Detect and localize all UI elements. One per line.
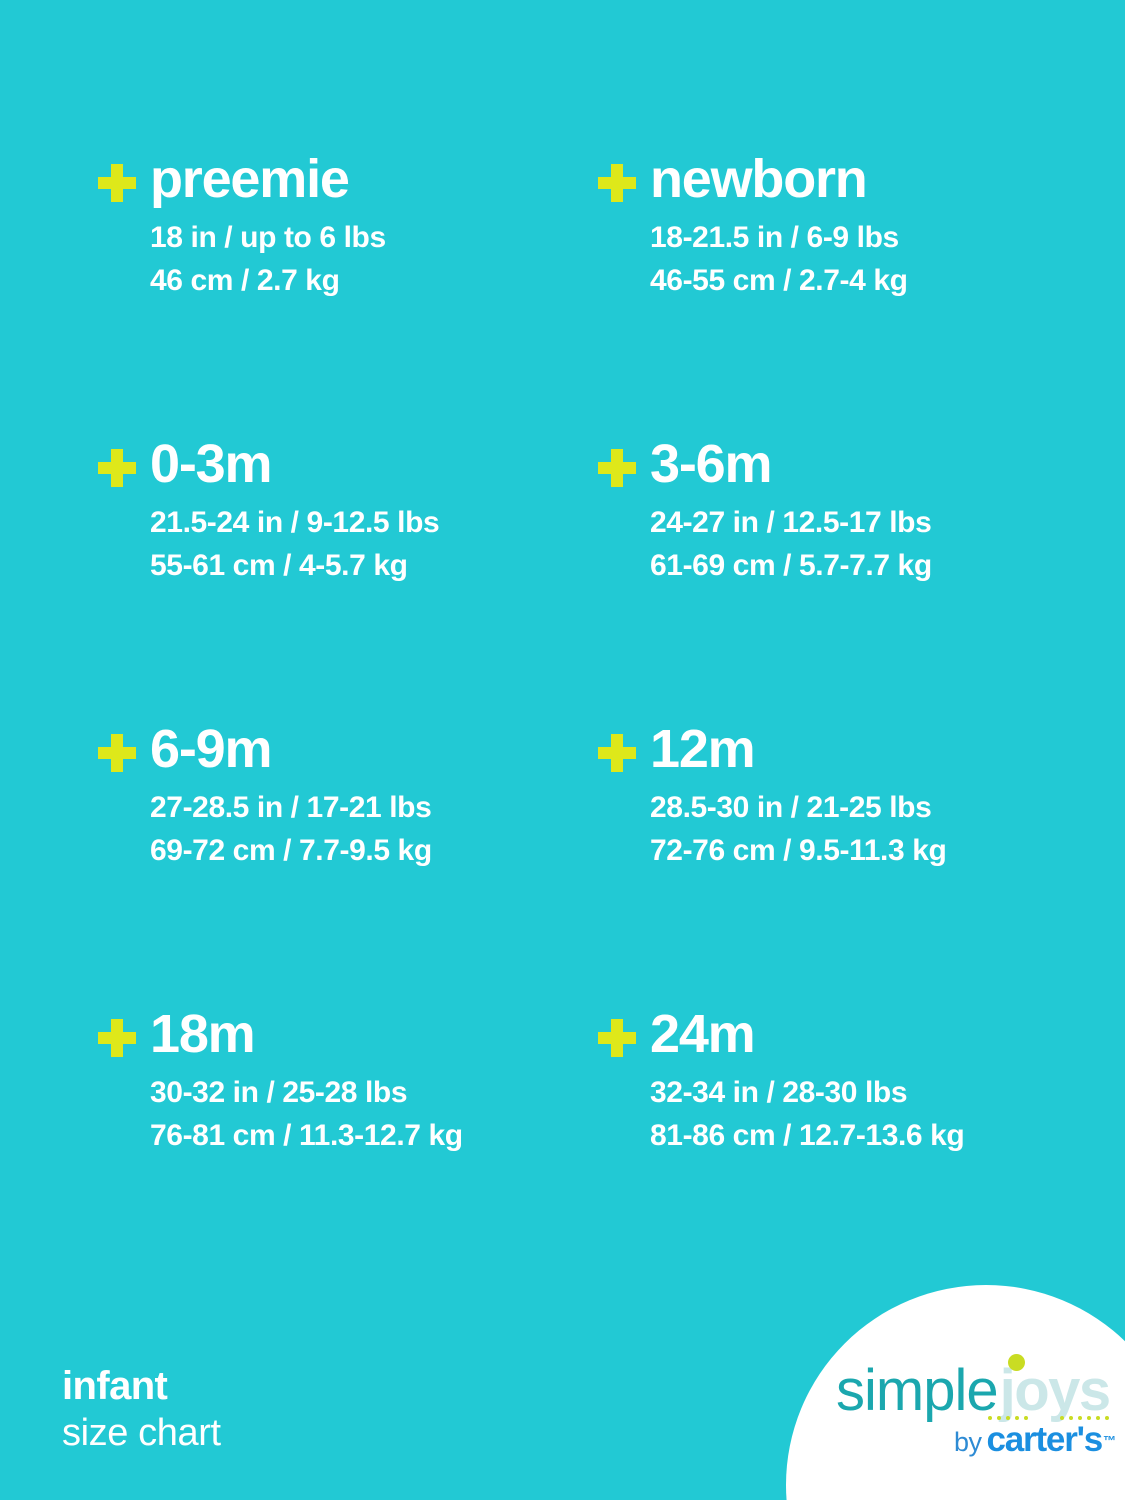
plus-icon <box>598 164 636 202</box>
dot <box>1006 1416 1010 1420</box>
trademark-icon: ™ <box>1103 1432 1116 1448</box>
size-detail-imperial: 27-28.5 in / 17-21 lbs <box>150 791 432 824</box>
size-block-12m: 12m 28.5-30 in / 21-25 lbs 72-76 cm / 9.… <box>598 720 1098 1005</box>
logo-byline: by carter's™ <box>954 1422 1116 1465</box>
size-block-preemie: preemie 18 in / up to 6 lbs 46 cm / 2.7 … <box>98 150 598 435</box>
size-detail-imperial: 18-21.5 in / 6-9 lbs <box>650 221 899 254</box>
logo-dot-icon <box>1007 1354 1025 1371</box>
size-label: 24m <box>650 1004 756 1064</box>
size-heading: newborn <box>598 150 1098 216</box>
size-detail-metric: 46 cm / 2.7 kg <box>150 264 340 297</box>
size-detail-metric: 72-76 cm / 9.5-11.3 kg <box>650 834 947 867</box>
size-block-0-3m: 0-3m 21.5-24 in / 9-12.5 lbs 55-61 cm / … <box>98 435 598 720</box>
dot <box>1078 1416 1082 1420</box>
size-heading: 24m <box>598 1005 1098 1071</box>
dot <box>1015 1416 1019 1420</box>
plus-icon <box>598 449 636 487</box>
dot <box>1087 1416 1091 1420</box>
brand-logo: simple joys by carter's™ <box>836 1354 1116 1470</box>
plus-icon <box>98 449 136 487</box>
size-label: 6-9m <box>150 719 272 779</box>
size-detail-metric: 61-69 cm / 5.7-7.7 kg <box>650 549 932 582</box>
plus-icon <box>598 1019 636 1057</box>
dotted-segment-left <box>988 1416 1028 1420</box>
size-label: 0-3m <box>150 434 272 494</box>
size-block-3-6m: 3-6m 24-27 in / 12.5-17 lbs 61-69 cm / 5… <box>598 435 1098 720</box>
dot <box>1069 1416 1073 1420</box>
size-detail-metric: 76-81 cm / 11.3-12.7 kg <box>150 1119 463 1152</box>
plus-icon <box>98 734 136 772</box>
size-detail-imperial: 24-27 in / 12.5-17 lbs <box>650 506 932 539</box>
page-title-line2: size chart <box>62 1412 221 1454</box>
dot <box>1060 1416 1064 1420</box>
dot <box>1096 1416 1100 1420</box>
size-detail-imperial: 18 in / up to 6 lbs <box>150 221 386 254</box>
size-block-newborn: newborn 18-21.5 in / 6-9 lbs 46-55 cm / … <box>598 150 1098 435</box>
size-heading: 12m <box>598 720 1098 786</box>
size-heading: 3-6m <box>598 435 1098 501</box>
size-heading: preemie <box>98 150 598 216</box>
logo-byline-prefix: by <box>953 1427 982 1457</box>
size-label: 3-6m <box>650 434 772 494</box>
size-detail-metric: 55-61 cm / 4-5.7 kg <box>150 549 408 582</box>
size-label: 18m <box>150 1004 256 1064</box>
size-block-6-9m: 6-9m 27-28.5 in / 17-21 lbs 69-72 cm / 7… <box>98 720 598 1005</box>
plus-icon <box>98 164 136 202</box>
logo-dotted-underline <box>988 1416 1112 1424</box>
logo-word-simple: simple <box>836 1358 999 1423</box>
size-label: 12m <box>650 719 756 779</box>
size-detail-imperial: 28.5-30 in / 21-25 lbs <box>650 791 932 824</box>
size-heading: 6-9m <box>98 720 598 786</box>
plus-icon <box>598 734 636 772</box>
size-detail-imperial: 30-32 in / 25-28 lbs <box>150 1076 408 1109</box>
page-title-line1: infant <box>62 1364 168 1408</box>
size-grid: preemie 18 in / up to 6 lbs 46 cm / 2.7 … <box>0 150 1125 1290</box>
dotted-segment-right <box>1060 1416 1109 1420</box>
size-detail-metric: 46-55 cm / 2.7-4 kg <box>650 264 908 297</box>
dot <box>1024 1416 1028 1420</box>
size-heading: 0-3m <box>98 435 598 501</box>
dot <box>997 1416 1001 1420</box>
size-heading: 18m <box>98 1005 598 1071</box>
page-title: infant size chart <box>62 1366 221 1452</box>
size-detail-imperial: 21.5-24 in / 9-12.5 lbs <box>150 506 440 539</box>
size-label: preemie <box>150 149 350 209</box>
dot <box>988 1416 992 1420</box>
size-block-24m: 24m 32-34 in / 28-30 lbs 81-86 cm / 12.7… <box>598 1005 1098 1290</box>
size-label: newborn <box>650 149 868 209</box>
logo-byline-brand: carter's <box>986 1420 1104 1459</box>
size-detail-imperial: 32-34 in / 28-30 lbs <box>650 1076 908 1109</box>
logo-word-joys: joys <box>1000 1354 1111 1423</box>
size-detail-metric: 69-72 cm / 7.7-9.5 kg <box>150 834 432 867</box>
plus-icon <box>98 1019 136 1057</box>
logo-wordmark: simple joys <box>836 1354 1116 1423</box>
dot <box>1105 1416 1109 1420</box>
size-detail-metric: 81-86 cm / 12.7-13.6 kg <box>650 1119 965 1152</box>
size-block-18m: 18m 30-32 in / 25-28 lbs 76-81 cm / 11.3… <box>98 1005 598 1290</box>
